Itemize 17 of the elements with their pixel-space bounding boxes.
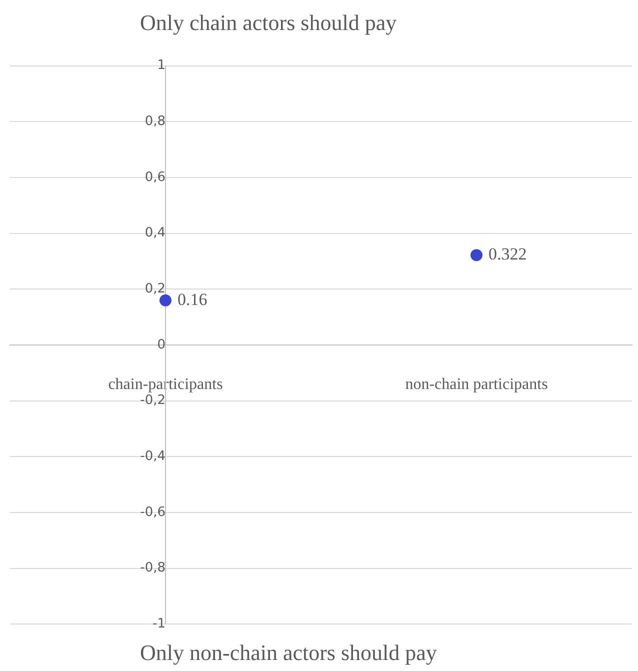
y-tick-label: -1 [152,616,166,632]
y-tick-label: 0 [157,337,166,352]
y-tick-label: 0,8 [144,114,166,130]
y-tick-label: 0,2 [144,282,166,297]
y-tick-label: -0,6 [140,504,166,520]
x-axis-title: Only non-chain actors should pay [140,640,437,666]
data-label: 0.322 [488,244,527,264]
x-tick-label: non-chain participants [405,376,548,393]
y-tick-label: 0,6 [144,170,166,185]
y-tick-label: 0,4 [144,226,166,241]
y-tick-label: -0,2 [140,393,166,408]
y-tick-label: -0,8 [140,560,166,576]
x-tick-label: chain-participants [108,376,223,393]
data-label: 0.16 [178,290,208,309]
chart-title: Only chain actors should pay [140,10,397,36]
y-tick-label: 1 [157,58,166,74]
y-tick-label: -0,4 [140,449,166,464]
